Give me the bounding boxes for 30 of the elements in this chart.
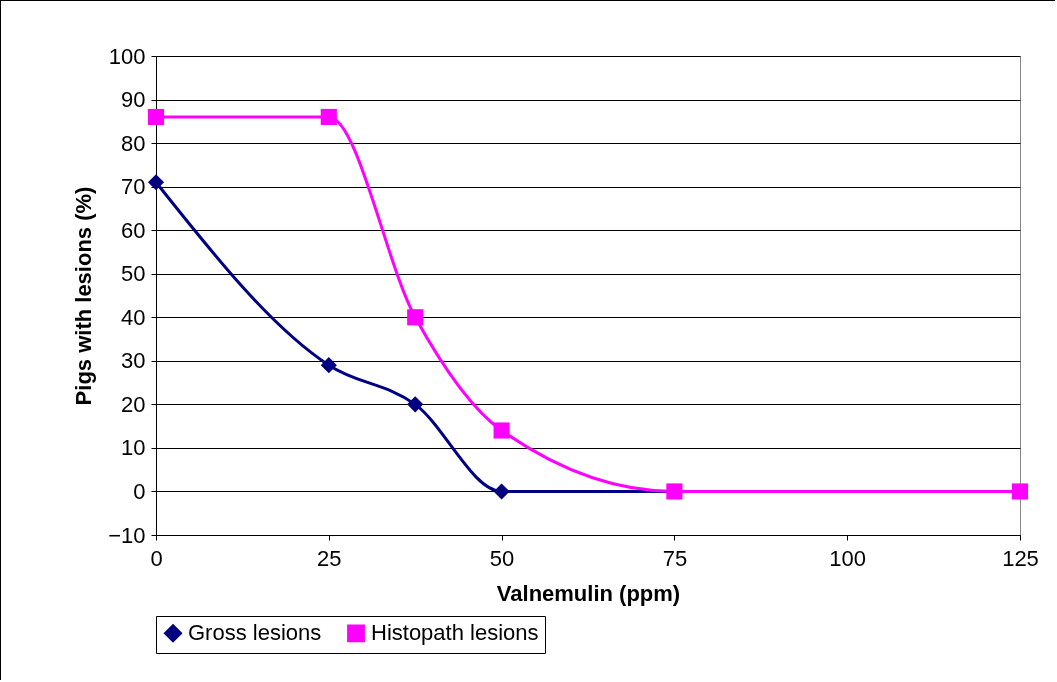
legend-label: Gross lesions (188, 620, 322, 646)
y-tick-label: 10 (121, 435, 146, 461)
x-tick-label: 50 (489, 545, 515, 571)
point (320, 108, 337, 126)
point (147, 108, 165, 126)
point (407, 396, 424, 413)
x-tick-label: 125 (1002, 545, 1039, 571)
point (493, 483, 510, 500)
y-tick-label: 90 (121, 87, 146, 113)
y-tick-label: 80 (121, 130, 146, 156)
y-tick-label: −10 (108, 522, 146, 548)
y-tick-label: 50 (121, 261, 146, 287)
legend-label: Histopath lesions (371, 620, 539, 646)
x-axis-title: Valnemulin (ppm) (496, 580, 681, 606)
y-axis-title: Pigs with lesions (%) (71, 186, 97, 406)
point (147, 174, 165, 191)
point (407, 309, 424, 326)
y-tick-label: 100 (108, 43, 146, 69)
y-tick-label: 70 (121, 174, 146, 200)
point (493, 422, 510, 439)
y-tick-label: 60 (121, 217, 146, 243)
x-tick-label: 75 (662, 545, 688, 571)
y-tick-label: 40 (121, 304, 146, 330)
x-tick-label: 100 (829, 545, 867, 571)
y-tick-label: 30 (121, 348, 146, 374)
x-tick-label: 25 (317, 545, 342, 571)
x-tick-label: 0 (150, 545, 163, 571)
y-tick-label: 20 (121, 391, 146, 417)
point (320, 357, 337, 374)
y-tick-label: 0 (133, 478, 146, 504)
